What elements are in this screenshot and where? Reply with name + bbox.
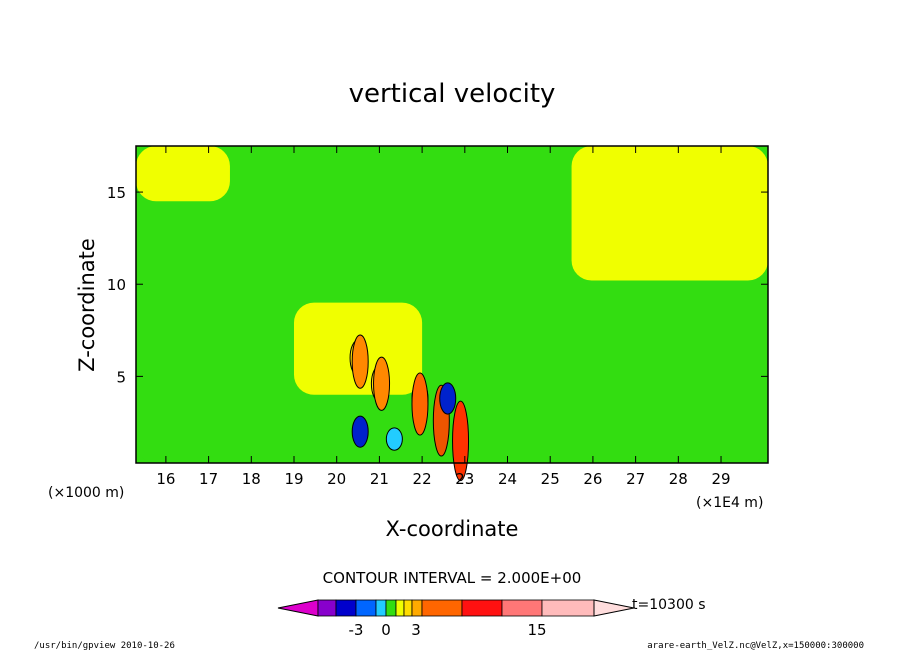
y-axis-label: Z-coordinate — [75, 238, 99, 372]
x-tick-label-23: 23 — [455, 470, 474, 488]
colorbar-box-1 — [317, 599, 337, 617]
contour-interval: CONTOUR INTERVAL = 2.000E+00 — [323, 569, 582, 587]
plot-area — [135, 145, 769, 482]
velocity-cell-1 — [351, 334, 369, 389]
x-tick-label-20: 20 — [327, 470, 346, 488]
velocity-cell-10 — [439, 382, 457, 415]
colorbar-label-1: 0 — [381, 621, 391, 639]
colorbar-box-11 — [501, 599, 543, 617]
colorbar-box-6 — [395, 599, 405, 617]
colorbar-box-3 — [355, 599, 377, 617]
x-tick-label-18: 18 — [242, 470, 261, 488]
colorbar-box-10 — [461, 599, 503, 617]
x-tick-label-28: 28 — [669, 470, 688, 488]
plot-frame — [135, 145, 769, 464]
colorbar-label-3: 15 — [527, 621, 546, 639]
field-regions — [136, 146, 768, 463]
velocity-cell-3 — [373, 356, 391, 411]
colorbar-box-4 — [375, 599, 387, 617]
colorbar-arrow-left — [277, 599, 319, 617]
field-region-3 — [136, 146, 230, 202]
x-axis-unit-left: (×1000 m) — [48, 485, 124, 501]
x-tick-label-16: 16 — [156, 470, 175, 488]
y-tick-label-10: 10 — [107, 276, 126, 294]
x-axis-label: X-coordinate — [386, 517, 519, 541]
colorbar: -3 0 3 15 — [277, 599, 635, 639]
field-region-1 — [571, 146, 768, 281]
x-tick-label-29: 29 — [711, 470, 730, 488]
x-tick-label-21: 21 — [370, 470, 389, 488]
x-tick-label-27: 27 — [626, 470, 645, 488]
colorbar-box-7 — [403, 599, 413, 617]
x-tick-label-25: 25 — [541, 470, 560, 488]
x-axis-unit-right: (×1E4 m) — [696, 495, 763, 511]
colorbar-box-12 — [541, 599, 595, 617]
colorbar-label-0: -3 — [349, 621, 364, 639]
y-axis-ticks: 5 10 15 — [107, 184, 768, 386]
y-tick-label-15: 15 — [107, 184, 126, 202]
x-axis-ticks: 16 17 18 19 20 21 22 23 24 25 26 27 28 29 — [156, 146, 731, 488]
velocity-cell-8 — [351, 415, 369, 448]
x-tick-label-22: 22 — [413, 470, 432, 488]
x-tick-label-19: 19 — [284, 470, 303, 488]
colorbar-box-8 — [411, 599, 423, 617]
x-tick-label-24: 24 — [498, 470, 517, 488]
footer-right: arare-earth_VelZ.nc@VelZ,x=150000:300000 — [647, 641, 864, 651]
x-tick-label-26: 26 — [583, 470, 602, 488]
y-tick-label-5: 5 — [116, 368, 126, 386]
colorbar-box-5 — [385, 599, 397, 617]
colorbar-label-2: 3 — [411, 621, 421, 639]
colorbar-arrow-right — [593, 599, 635, 617]
footer-left: /usr/bin/gpview 2010-10-26 — [34, 641, 175, 651]
velocity-cell-9 — [385, 427, 403, 451]
velocity-cell-7 — [452, 400, 470, 482]
colorbar-box-9 — [421, 599, 463, 617]
colorbar-box-2 — [335, 599, 357, 617]
time-label: t=10300 s — [632, 597, 706, 613]
chart-title: vertical velocity — [349, 79, 556, 109]
x-tick-label-17: 17 — [199, 470, 218, 488]
velocity-cell-5 — [411, 372, 429, 436]
